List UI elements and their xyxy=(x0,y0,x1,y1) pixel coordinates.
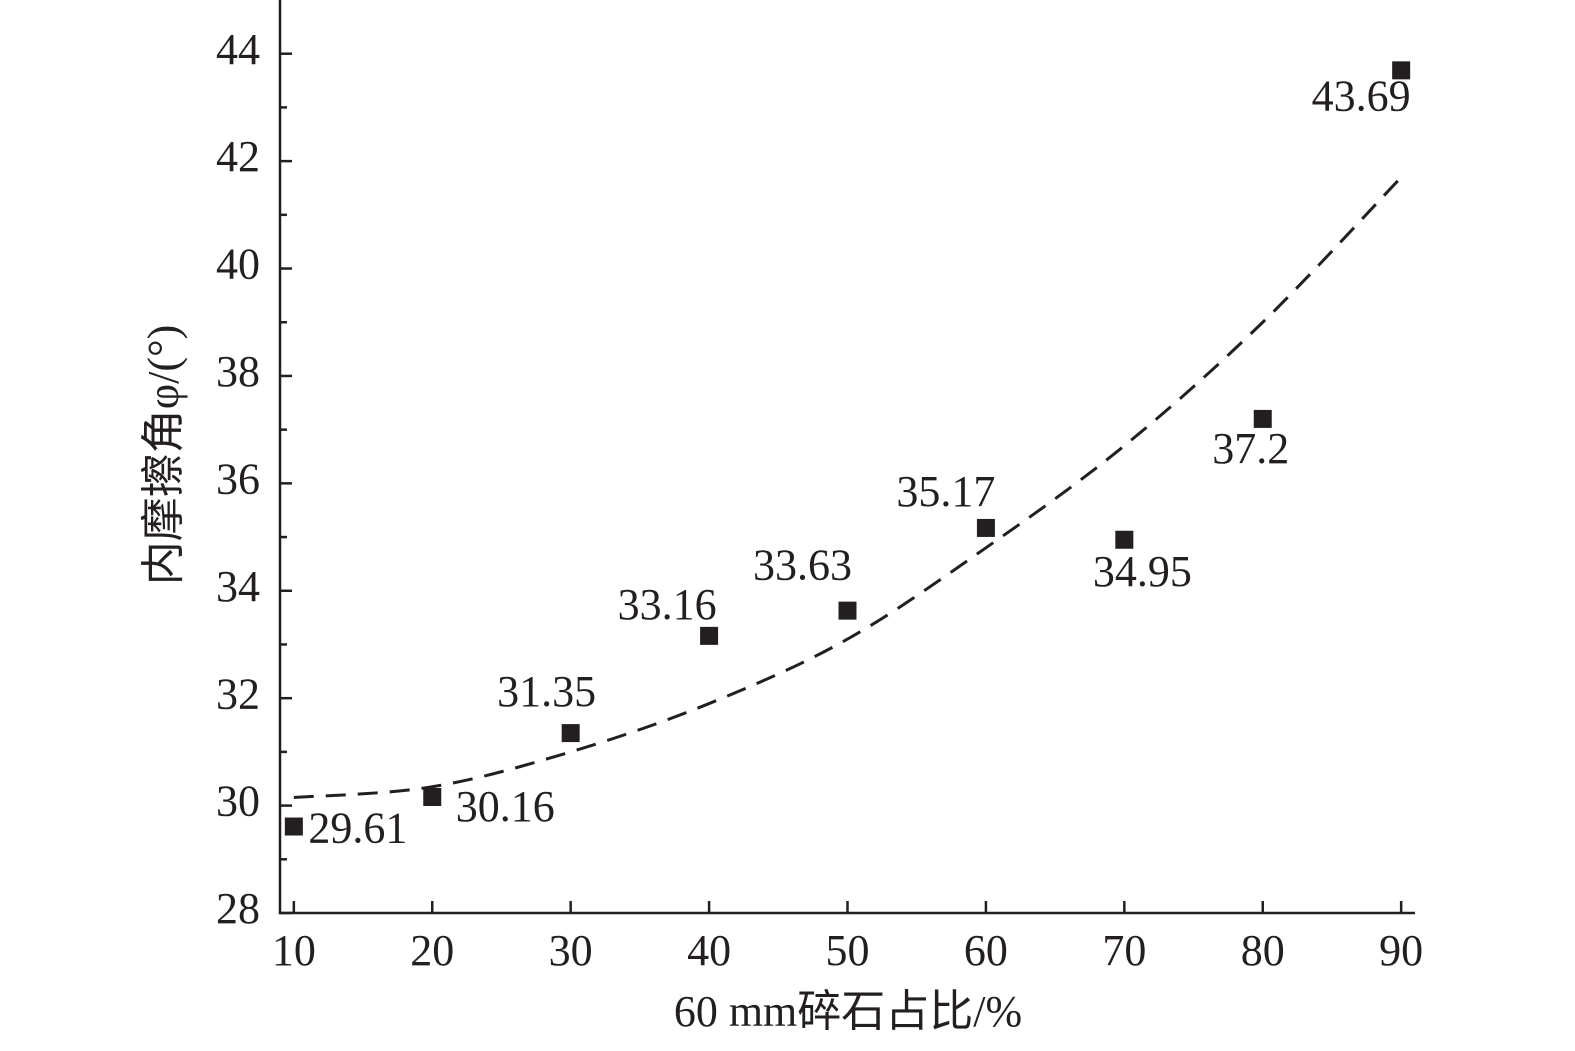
fit-curve xyxy=(293,176,1403,800)
y-tick-label: 30 xyxy=(216,777,260,826)
y-axis-title: 内摩擦角φ/(°) xyxy=(139,325,188,586)
data-point xyxy=(976,518,995,537)
y-tick-label: 36 xyxy=(216,454,260,503)
data-label: 29.61 xyxy=(308,804,407,853)
data-point xyxy=(1115,530,1134,549)
x-tick-label: 20 xyxy=(410,926,454,975)
data-label: 43.69 xyxy=(1312,71,1411,120)
x-tick-label: 70 xyxy=(1102,926,1146,975)
data-point xyxy=(1253,409,1272,428)
x-tick-label: 30 xyxy=(549,926,593,975)
data-label: 33.16 xyxy=(618,580,717,629)
y-tick-label: 28 xyxy=(216,884,260,933)
x-tick-label: 90 xyxy=(1379,926,1423,975)
x-tick-label: 60 xyxy=(964,926,1008,975)
x-axis-title: 60 mm碎石占比/% xyxy=(674,987,1022,1036)
data-point xyxy=(700,626,719,645)
y-tick-label: 44 xyxy=(216,25,260,74)
data-label: 35.17 xyxy=(896,467,995,516)
y-tick-label: 32 xyxy=(216,669,260,718)
x-tick-label: 50 xyxy=(826,926,870,975)
y-tick-label: 38 xyxy=(216,347,260,396)
data-point xyxy=(284,817,303,836)
x-tick-label: 40 xyxy=(687,926,731,975)
data-point xyxy=(838,601,857,620)
data-point xyxy=(1392,61,1411,80)
data-label: 31.35 xyxy=(497,667,596,716)
x-tick-label: 80 xyxy=(1241,926,1285,975)
y-tick-label: 34 xyxy=(216,562,260,611)
data-label: 33.63 xyxy=(753,541,852,590)
data-point xyxy=(561,724,580,743)
y-tick-label: 40 xyxy=(216,240,260,289)
data-point xyxy=(423,787,442,806)
data-label: 34.95 xyxy=(1093,547,1192,596)
x-tick-label: 10 xyxy=(272,926,316,975)
data-label: 37.2 xyxy=(1212,424,1289,473)
data-label: 30.16 xyxy=(456,782,555,831)
y-tick-label: 42 xyxy=(216,132,260,181)
